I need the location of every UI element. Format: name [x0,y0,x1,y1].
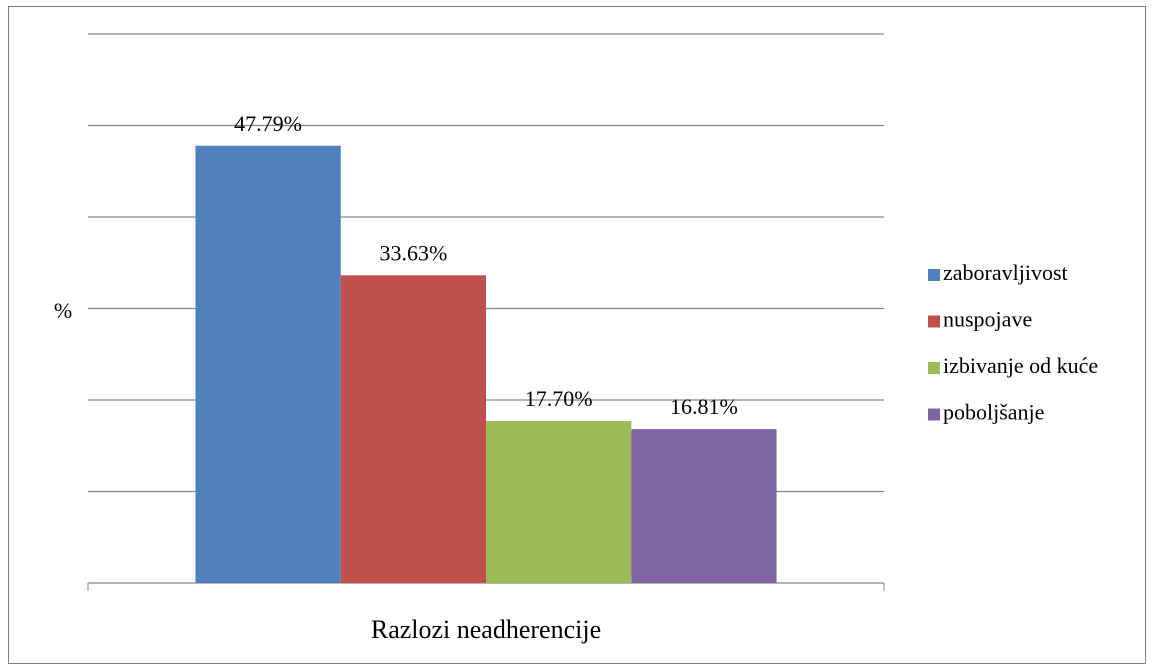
legend-swatch [928,269,940,281]
data-label: 33.63% [379,240,447,265]
bar [195,145,341,583]
legend-label: nuspojave [943,307,1032,332]
data-label: 47.79% [234,111,302,136]
bar [486,421,632,583]
bar [631,429,777,583]
legend-label: izbivanje od kuće [943,353,1098,378]
legend-swatch [928,315,940,328]
bar [340,275,486,583]
data-label: 17.70% [525,386,593,411]
legend-swatch [928,408,940,421]
legend-label: poboljšanje [943,400,1044,425]
x-tick-label: Razlozi neadherencije [371,615,601,644]
legend-label: zaboravljivost [943,260,1068,285]
data-label: 16.81% [670,394,738,419]
legend-swatch [928,362,940,374]
y-axis-label: % [54,298,72,323]
